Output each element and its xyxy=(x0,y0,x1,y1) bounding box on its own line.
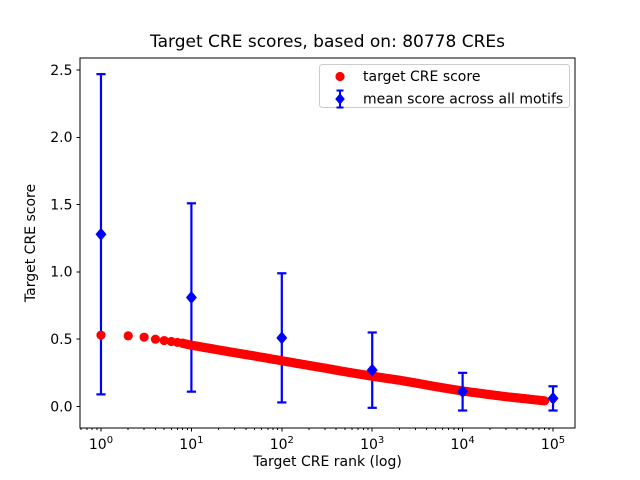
legend-box xyxy=(319,64,570,108)
plot-border xyxy=(79,57,576,429)
red-point xyxy=(150,334,161,344)
legend-item-mean-score: mean score across all motifs xyxy=(363,92,563,108)
y-tick-label: 0.5 xyxy=(50,332,72,348)
mean-diamond xyxy=(185,290,197,304)
red-point xyxy=(159,335,169,346)
red-point xyxy=(123,331,133,341)
x-axis: 100 101 102 103 104 105 xyxy=(80,428,565,453)
y-axis: 0.0 0.5 1.0 1.5 2.0 2.5 xyxy=(50,63,80,415)
mean-diamond xyxy=(95,227,107,241)
legend-marker-circle-icon xyxy=(335,71,345,82)
mean-diamond xyxy=(457,385,469,399)
x-tick-label: 100 xyxy=(89,435,113,453)
x-axis-label: Target CRE rank (log) xyxy=(252,454,402,470)
mean-diamond xyxy=(276,331,288,345)
mean-diamond xyxy=(547,391,559,405)
y-tick-label: 0.0 xyxy=(50,399,72,415)
y-tick-label: 1.5 xyxy=(50,197,72,213)
legend-item-target-cre-score: target CRE score xyxy=(363,69,480,85)
y-tick-label: 1.0 xyxy=(50,265,72,281)
mean-diamond xyxy=(366,363,378,377)
series-mean-score-markers xyxy=(95,227,559,405)
chart-title: Target CRE scores, based on: 80778 CREs xyxy=(149,32,505,52)
x-tick-label: 102 xyxy=(270,435,294,453)
y-tick-label: 2.5 xyxy=(50,63,72,79)
red-dense-band xyxy=(178,338,550,406)
x-tick-label: 104 xyxy=(451,435,475,453)
y-axis-label: Target CRE score xyxy=(23,184,39,303)
x-tick-label: 103 xyxy=(360,435,384,453)
legend-marker-diamond-icon xyxy=(335,89,345,109)
y-tick-label: 2.0 xyxy=(50,130,72,146)
x-tick-label: 105 xyxy=(541,435,565,453)
x-tick-label: 101 xyxy=(179,435,203,453)
errorbar-lines-layer xyxy=(96,73,558,412)
red-point xyxy=(139,332,149,342)
legend: target CRE score mean score across all m… xyxy=(319,64,570,109)
series-target-cre-score xyxy=(96,330,550,406)
red-point xyxy=(96,330,106,340)
